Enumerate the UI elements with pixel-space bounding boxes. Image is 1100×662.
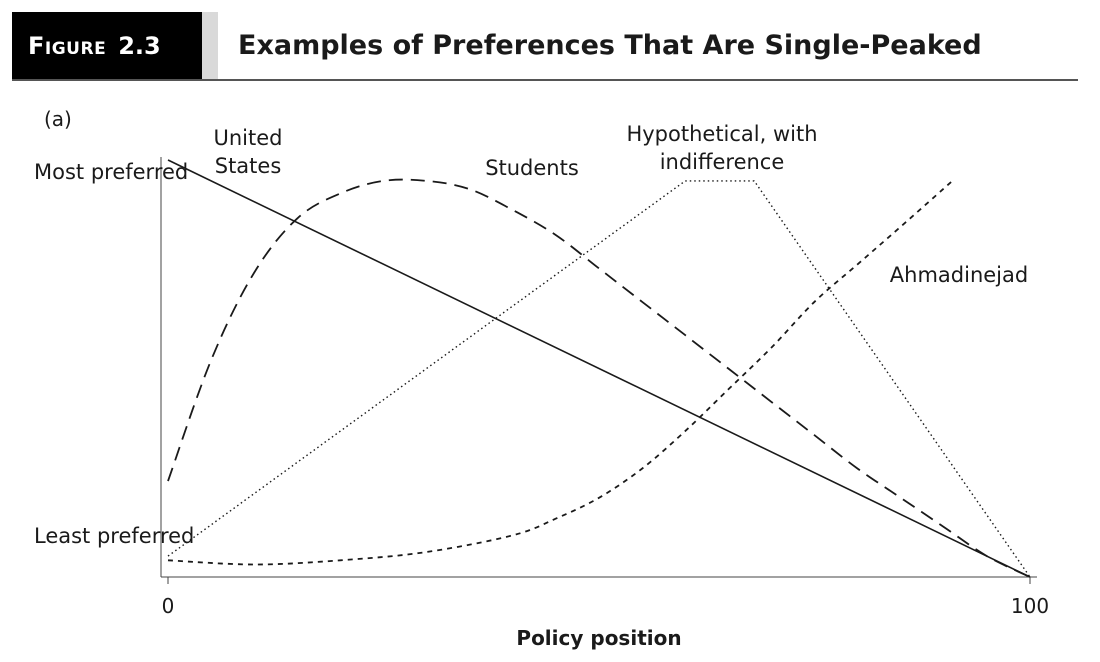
figure-title: Examples of Preferences That Are Single-… <box>238 30 982 61</box>
series-line-ahmadinejad <box>167 180 953 566</box>
label-hypothetical: Hypothetical, with indifference <box>626 122 818 174</box>
figure-label-tab: Figure 2.3 <box>12 12 202 79</box>
y-label-most: Most preferred <box>34 160 189 184</box>
series-line-united-states <box>167 159 1031 578</box>
figure-label-number: 2.3 <box>118 31 161 60</box>
y-label-least: Least preferred <box>34 524 195 548</box>
panel-label: (a) <box>44 107 72 131</box>
label-united-states: United States <box>213 126 283 178</box>
header-rule <box>12 79 1078 81</box>
label-students: Students <box>485 156 579 180</box>
series-line-students <box>167 178 1031 578</box>
series-line-hypothetical-with-indifference <box>167 180 1031 578</box>
x-tick-label-0: 0 <box>161 594 175 618</box>
figure-label-word: Figure <box>28 31 107 60</box>
x-axis-label: Policy position <box>516 626 682 650</box>
figure-tab-accent <box>202 12 218 79</box>
label-ahmadinejad: Ahmadinejad <box>889 263 1029 287</box>
x-tick-label-100: 100 <box>1010 594 1050 618</box>
